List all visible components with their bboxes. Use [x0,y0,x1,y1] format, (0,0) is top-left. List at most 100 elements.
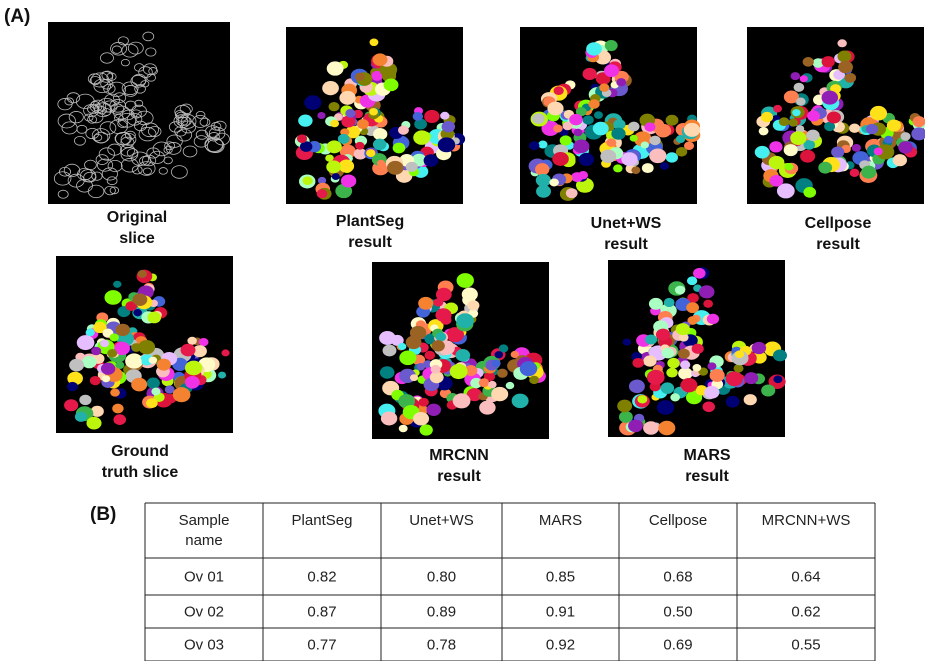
image-caption: slice [119,230,155,247]
segmented-cell [317,189,328,198]
segmented-cell [611,128,625,140]
segmented-cell [769,175,783,187]
segmented-cell [147,378,160,389]
segmented-cell [438,137,455,152]
segmented-cell [822,91,839,105]
image-caption: Ground [111,443,169,460]
segmented-cell [424,154,439,166]
segmented-cell [616,78,626,86]
segmented-cell [82,356,97,368]
segmented-cell [660,162,669,170]
segmented-cell [67,382,78,391]
segmented-cell [870,106,887,121]
segmented-cell [532,113,545,124]
segmented-cell [893,154,907,166]
segmented-cell [185,376,200,389]
image-caption: result [348,234,392,251]
segmented-cell [884,136,893,144]
segmented-cell [101,363,115,375]
segmented-cell [520,361,538,376]
table-cell: Ov 03 [184,637,224,654]
segmented-cell [491,387,508,401]
segmented-cell [803,187,816,198]
image-caption: truth slice [102,464,179,481]
segmented-cell [619,411,633,423]
segmented-cell [297,134,307,143]
segmented-cell [769,156,785,169]
segmented-cell [398,126,409,135]
header-cell: name [185,532,223,549]
segmented-cell [79,395,91,405]
micrograph [372,262,549,439]
segmented-cell [435,332,446,341]
segmented-cell [506,382,515,389]
image-caption: result [816,236,860,253]
table-cell: 0.82 [307,569,336,586]
micrograph [520,27,700,204]
segmented-cell [393,143,406,154]
segmented-cell [113,414,126,425]
segmented-cell [588,99,599,109]
segmented-cell [298,115,312,127]
header-cell: PlantSeg [292,512,353,529]
segmented-cell [710,369,725,382]
segmented-cell [341,116,355,128]
segmented-cell [399,425,408,433]
table-cell: 0.69 [663,637,692,654]
segmented-cell [604,64,619,77]
micrograph [747,27,925,204]
segmented-cell [304,95,321,110]
segmented-cell [686,302,699,313]
segmented-cell [796,98,806,106]
segmented-cell [113,281,121,288]
segmented-cell [424,110,439,123]
segmented-cell [655,124,671,138]
segmented-cell [647,370,665,385]
segmented-cell [479,401,495,415]
segmented-cell [338,134,350,144]
segmented-cell [488,381,497,388]
segmented-cell [381,412,397,426]
segmented-cell [185,361,202,376]
segmented-cell [436,288,452,301]
segmented-cell [100,340,109,348]
segmented-cell [656,329,670,341]
segmented-cell [699,285,714,298]
segmented-cell [657,400,674,415]
panel-label: (A) [4,6,30,27]
segmented-cell [649,298,663,310]
segmented-cell [440,112,449,120]
segmented-cell [384,78,399,91]
segmented-cell [492,360,501,368]
segmented-cell [149,357,157,364]
segmented-cell [573,139,589,153]
segmented-cell [417,363,426,370]
segmented-cell [138,270,147,278]
segmented-cell [341,96,349,103]
image-caption: Unet+WS [591,215,662,232]
segmented-cell [583,115,594,124]
segmented-cell [680,360,690,369]
segmented-cell [806,130,819,141]
segmented-cell [566,188,578,198]
segmented-cell [549,178,558,186]
segmented-cell [86,329,95,337]
segmented-cell [726,396,740,408]
table-cell: 0.87 [307,604,336,621]
micrograph [608,260,787,437]
segmented-cell [678,367,692,379]
segmented-cell [645,334,657,344]
segmented-cell [131,378,147,392]
segmented-cell [187,337,196,345]
segmented-cell [406,162,418,172]
table-cell: 0.77 [307,637,336,654]
segmented-cell [901,132,911,141]
segmented-cell [676,323,690,335]
segmented-cell [102,375,110,382]
segmented-cell [116,324,131,336]
segmented-cell [594,111,603,119]
segmented-cell [583,68,597,80]
segmented-cell [773,376,782,384]
segmented-cell [330,120,339,128]
segmented-cell [147,312,161,324]
